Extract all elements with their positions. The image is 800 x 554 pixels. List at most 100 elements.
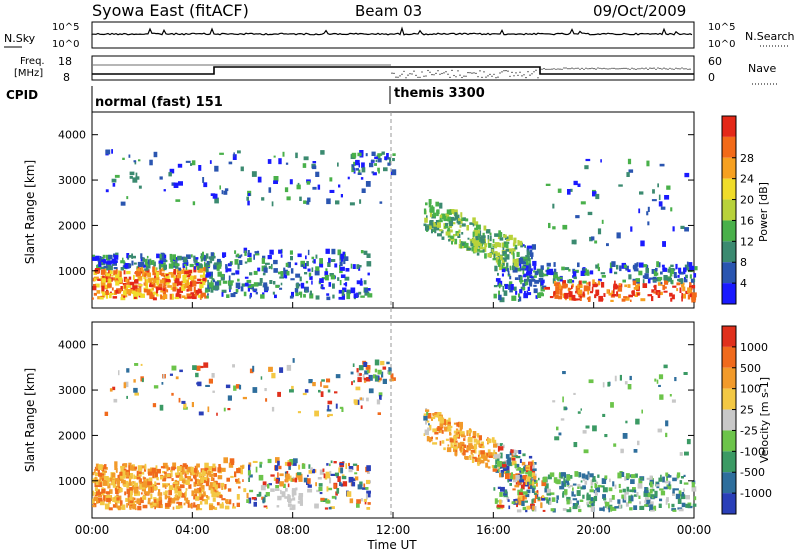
data-cell: [114, 495, 118, 499]
data-cell: [118, 489, 120, 494]
data-cell: [187, 269, 193, 274]
data-cell: [424, 217, 428, 223]
data-cell: [658, 477, 663, 482]
data-cell: [99, 266, 105, 269]
data-cell: [186, 500, 190, 504]
data-cell: [190, 275, 194, 280]
data-cell: [633, 287, 637, 290]
data-cell: [625, 265, 629, 271]
data-cell: [672, 488, 675, 494]
data-cell: [247, 250, 250, 256]
data-cell: [499, 492, 503, 497]
data-cell: [186, 285, 190, 288]
nave-dot: [525, 77, 527, 79]
data-cell: [426, 225, 432, 230]
nave-dot: [607, 68, 609, 70]
data-cell: [182, 278, 187, 284]
data-cell: [366, 261, 372, 267]
data-cell: [105, 273, 110, 277]
data-cell: [186, 289, 189, 292]
data-cell: [512, 253, 515, 259]
data-cell: [105, 284, 108, 289]
data-cell: [183, 403, 187, 409]
power-y-label: Slant Range [km]: [23, 160, 37, 264]
data-cell: [358, 365, 364, 371]
data-cell: [522, 257, 528, 260]
data-cell: [141, 465, 147, 469]
data-cell: [568, 500, 572, 504]
data-cell: [640, 240, 645, 247]
data-cell: [100, 282, 106, 288]
data-cell: [170, 273, 175, 278]
data-cell: [207, 406, 210, 413]
data-cell: [175, 287, 178, 290]
data-cell: [455, 428, 459, 431]
data-cell: [261, 496, 264, 500]
data-cell: [212, 390, 215, 393]
data-cell: [511, 457, 516, 461]
data-cell: [360, 498, 363, 502]
data-cell: [643, 491, 648, 497]
nave-dot: [621, 67, 623, 70]
nave-dot: [501, 71, 503, 73]
data-cell: [522, 481, 527, 487]
data-cell: [175, 472, 180, 477]
nave-dot: [595, 68, 597, 70]
data-cell: [459, 431, 465, 435]
data-cell: [526, 263, 531, 269]
data-cell: [129, 487, 134, 493]
station-title: Syowa East (fitACF): [92, 1, 249, 20]
data-cell: [541, 480, 547, 487]
data-cell: [573, 180, 578, 186]
data-cell: [365, 365, 371, 370]
data-cell: [446, 447, 452, 453]
data-cell: [169, 253, 173, 260]
nave-dot: [307, 64, 309, 66]
data-cell: [657, 292, 660, 296]
data-cell: [445, 231, 451, 236]
data-cell: [534, 279, 540, 284]
data-cell: [99, 296, 104, 300]
data-cell: [128, 465, 130, 470]
data-cell: [221, 289, 227, 293]
data-cell: [265, 262, 270, 265]
data-cell: [602, 494, 606, 499]
data-cell: [546, 269, 551, 275]
data-cell: [552, 203, 555, 209]
data-cell: [339, 463, 344, 466]
data-cell: [117, 482, 120, 487]
data-cell: [496, 504, 502, 508]
data-cell: [468, 432, 471, 437]
data-cell: [295, 152, 298, 159]
data-cell: [330, 473, 336, 476]
noise-right-tick-top: 10^5: [708, 22, 735, 33]
data-cell: [657, 294, 661, 298]
data-cell: [263, 505, 268, 508]
data-cell: [524, 245, 526, 248]
data-cell: [120, 296, 126, 301]
nave-dot: [167, 64, 169, 66]
velocity-y-label: Slant Range [km]: [23, 368, 37, 472]
data-cell: [248, 497, 252, 504]
data-cell: [155, 287, 159, 294]
data-cell: [332, 283, 335, 289]
nave-dot: [583, 68, 585, 70]
data-cell: [371, 159, 375, 162]
data-cell: [185, 479, 190, 485]
data-cell: [435, 201, 439, 207]
data-cell: [538, 477, 540, 481]
data-cell: [173, 481, 178, 485]
data-cell: [367, 491, 371, 498]
data-cell: [584, 269, 589, 276]
data-cell: [223, 457, 228, 464]
data-cell: [522, 506, 526, 511]
data-cell: [149, 284, 154, 287]
data-cell: [326, 486, 329, 492]
nave-dot: [173, 64, 175, 66]
data-cell: [227, 395, 232, 401]
data-cell: [432, 229, 436, 232]
data-cell: [563, 477, 566, 483]
data-cell: [173, 276, 177, 281]
data-cell: [614, 506, 619, 509]
